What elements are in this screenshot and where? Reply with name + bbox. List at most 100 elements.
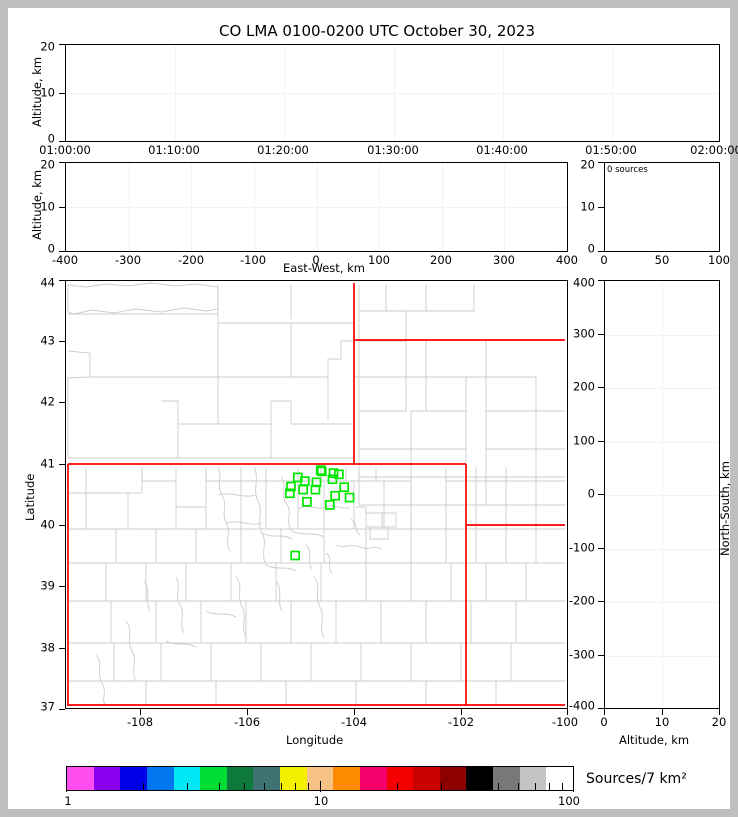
- source-marker: [324, 500, 335, 510]
- tick-map-y42: [59, 402, 65, 403]
- xtick-p2-0: -400: [51, 253, 79, 267]
- tick-map-y39: [59, 586, 65, 587]
- gridline-x-2: [284, 45, 286, 141]
- ytick-p1-10: 10: [40, 85, 55, 100]
- ytick-p5-m200: -200: [568, 593, 595, 608]
- xtick-p1-3: 01:30:00: [367, 143, 419, 157]
- ylabel-p1: Altitude, km: [30, 56, 44, 127]
- sources-count-annotation: 0 sources: [607, 165, 648, 175]
- ytick-p2-20: 20: [40, 157, 55, 172]
- source-marker: [286, 481, 296, 492]
- ytick-map-41: 41: [40, 456, 55, 471]
- source-marker: [339, 482, 350, 493]
- colorbar-band-5: [200, 767, 227, 790]
- tick-map-y44: [59, 280, 65, 281]
- ytick-p5-200: 200: [573, 379, 595, 394]
- xtick-p3-0: 0: [600, 253, 608, 267]
- xtick-p2-2: -200: [177, 253, 205, 267]
- colorbar-minor-tick: [497, 783, 499, 791]
- tick-p2-y10: [59, 207, 65, 208]
- colorbar-minor-tick: [263, 783, 265, 791]
- colorbar-major-tick: [66, 781, 68, 792]
- colorbar-tick-100: 100: [558, 794, 580, 808]
- colorbar-band-14: [439, 767, 467, 790]
- colorbar[interactable]: [66, 766, 574, 791]
- colorbar-minor-tick: [308, 783, 310, 791]
- gridline-y-10: [66, 93, 719, 94]
- ytick-map-38: 38: [40, 640, 55, 655]
- xtick-p2-3: -100: [239, 253, 267, 267]
- tick-p3-y0: [598, 251, 604, 252]
- gridline-y-m200: [605, 602, 719, 603]
- xlabel-p5: Altitude, km: [619, 733, 690, 747]
- panel-map[interactable]: [65, 280, 568, 709]
- colorbar-minor-tick: [142, 783, 144, 791]
- tick-p5-ym300: [598, 655, 604, 656]
- tick-p5-ym200: [598, 601, 604, 602]
- colorbar-minor-tick: [187, 783, 189, 791]
- panel-east-west-altitude[interactable]: [65, 162, 568, 252]
- panel-altitude-north-south[interactable]: [604, 280, 720, 709]
- gridline-x-10: [662, 281, 663, 708]
- source-marker: [302, 496, 312, 507]
- colorbar-minor-tick: [517, 783, 519, 791]
- xtick-p5-10: 10: [654, 715, 670, 729]
- colorbar-band-11: [359, 767, 387, 790]
- xtick-map-108: -108: [126, 715, 154, 729]
- xtick-map-102: -102: [447, 715, 475, 729]
- colorbar-minor-tick: [441, 783, 443, 791]
- gridline-y-m100: [605, 548, 719, 550]
- colorbar-minor-tick: [243, 783, 245, 791]
- panel-altitude-histogram[interactable]: [604, 162, 720, 252]
- xtick-p5-0: 0: [600, 715, 608, 729]
- colorbar-minor-tick: [549, 783, 551, 791]
- source-marker: [315, 465, 326, 475]
- gridline-x-1: [175, 45, 177, 141]
- gridline-y-m300: [605, 655, 719, 657]
- colorbar-band-2: [120, 767, 147, 790]
- tick-p5-y0: [598, 494, 604, 495]
- xtick-map-100: -100: [551, 715, 579, 729]
- xlabel-p2: East-West, km: [283, 261, 365, 275]
- gridline-y-100: [605, 441, 719, 443]
- source-marker: [334, 469, 344, 480]
- gridline-x-200: [441, 163, 443, 251]
- gridline-x-5: [611, 45, 613, 141]
- colorbar-band-15: [466, 767, 493, 790]
- tick-map-y38: [59, 648, 65, 649]
- tick-p3-y20: [598, 162, 604, 163]
- xtick-p2-4: 0: [312, 253, 320, 267]
- gridline-x-300: [504, 163, 506, 251]
- colorbar-band-8: [280, 767, 307, 790]
- gridline-x-m300: [128, 163, 130, 251]
- ytick-p5-300: 300: [573, 326, 595, 341]
- tick-p5-y100: [598, 441, 604, 442]
- colorbar-band-9: [306, 767, 334, 790]
- ylabel-map: Latitude: [23, 473, 37, 521]
- xtick-map-106: -106: [233, 715, 261, 729]
- ytick-map-43: 43: [40, 333, 55, 348]
- colorbar-minor-tick: [534, 783, 536, 791]
- ytick-p3-0: 0: [587, 241, 595, 256]
- colorbar-band-13: [413, 767, 440, 790]
- gridline-x-m100: [253, 163, 255, 251]
- xtick-p1-1: 01:10:00: [148, 143, 200, 157]
- panel-time-altitude[interactable]: [65, 44, 720, 142]
- source-marker: [285, 488, 295, 499]
- colorbar-band-16: [493, 767, 520, 790]
- source-marker: [327, 474, 338, 485]
- figure-canvas: CO LMA 0100-0200 UTC October 30, 2023 20…: [8, 8, 738, 809]
- gridline-x-4: [502, 45, 504, 141]
- tick-map-y41: [59, 464, 65, 465]
- colorbar-minor-tick: [218, 783, 220, 791]
- colorbar-minor-tick: [280, 783, 282, 791]
- tick-p5-y400: [598, 280, 604, 281]
- xtick-p3-1: 50: [654, 253, 670, 267]
- colorbar-band-0: [67, 767, 94, 790]
- xtick-p2-6: 200: [430, 253, 452, 267]
- ytick-p1-20: 20: [40, 39, 55, 54]
- ytick-p5-0: 0: [587, 486, 595, 501]
- figure-title: CO LMA 0100-0200 UTC October 30, 2023: [218, 22, 536, 40]
- source-marker: [298, 484, 309, 495]
- map-geography: [67, 282, 565, 707]
